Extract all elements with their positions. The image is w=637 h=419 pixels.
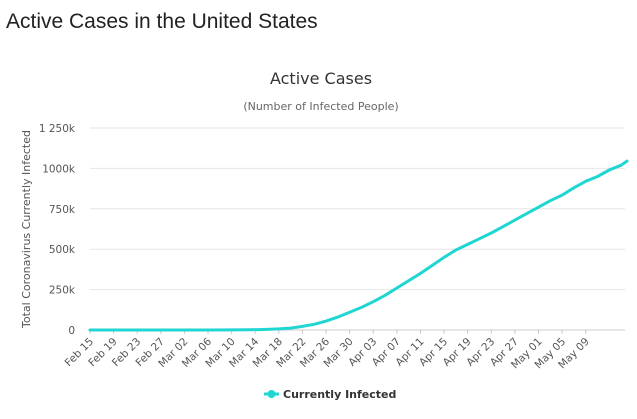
y-axis-title: Total Coronavirus Currently Infected xyxy=(20,130,33,329)
y-tick-label: 1000k xyxy=(42,163,76,175)
y-tick-label: 1 250k xyxy=(39,123,76,135)
y-tick-label: 250k xyxy=(49,285,76,297)
chart-subtitle: (Number of Infected People) xyxy=(243,100,398,113)
y-axis-ticks: 0 250k 500k 750k 1000k 1 250k xyxy=(39,123,76,337)
y-tick-label: 500k xyxy=(49,244,76,256)
series-line-currently-infected xyxy=(88,159,629,332)
legend[interactable]: Currently Infected xyxy=(264,388,396,401)
legend-label: Currently Infected xyxy=(283,388,396,401)
page-title: Active Cases in the United States xyxy=(6,10,318,33)
series-layer xyxy=(88,159,629,332)
chart-title: Active Cases xyxy=(270,69,372,88)
grid-lines xyxy=(90,127,625,331)
legend-swatch-marker xyxy=(267,390,276,398)
y-tick-label: 0 xyxy=(68,325,75,337)
y-tick-label: 750k xyxy=(49,204,76,216)
